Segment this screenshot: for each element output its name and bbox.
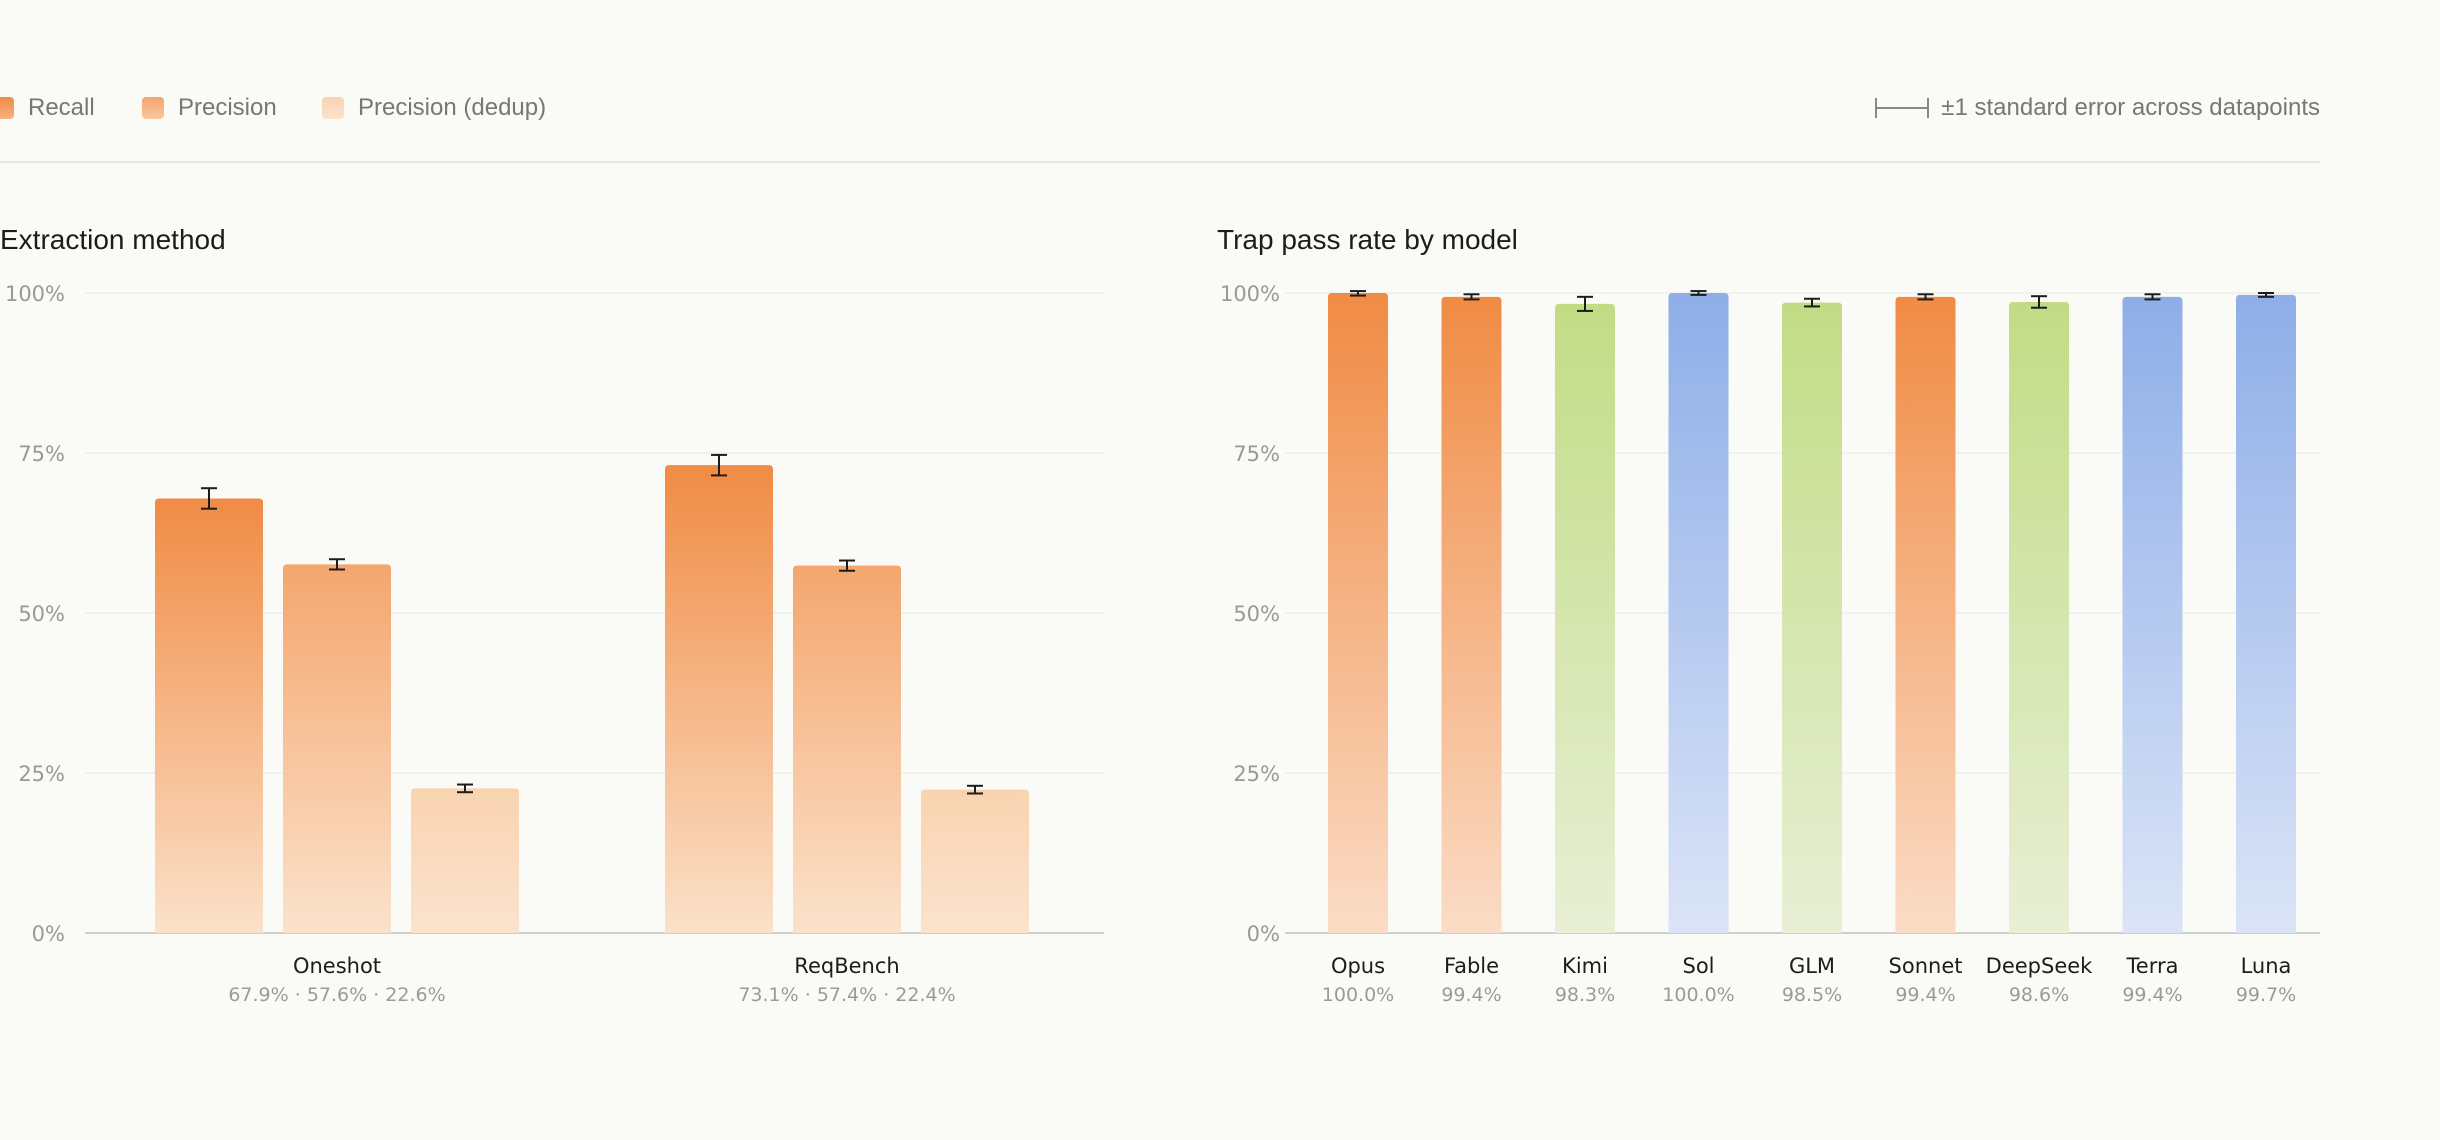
data-label: 99.4% [2122,984,2182,1006]
x-category-label: Sol [1682,954,1714,978]
data-label: 99.7% [2236,984,2296,1006]
legend: Recall Precision Precision (dedup) ±1 st… [0,88,2320,128]
error-bar-icon [1875,98,1930,118]
y-tick-label: 100% [1220,282,1280,306]
trap-pass-rate-chart: 0% 25% 50% 75% 100% Opus 100.0% Fable 99.4% Kimi 9… [1220,282,2320,1006]
data-label: 98.3% [1555,984,1615,1006]
bar-precision-dedup [921,789,1029,933]
data-label: 98.5% [1782,984,1842,1006]
data-label: 100.0% [1322,984,1394,1006]
bar-glm [1782,302,1842,934]
bar-kimi [1555,303,1615,933]
chart-title-extraction: Extraction method [0,224,226,255]
x-category-label: Luna [2241,954,2292,978]
y-tick-label: 0% [1247,922,1280,946]
bar-recall [665,465,773,933]
legend-label: Precision [178,94,277,121]
x-category-label: Kimi [1562,954,1608,978]
bar-opus [1328,293,1388,933]
y-tick-label: 75% [1233,442,1280,466]
x-category-label: Fable [1444,954,1499,978]
extraction-method-chart: 0% 25% 50% 75% 100% Oneshot 67.9% · 57.6% · 22… [5,282,1104,1006]
bar-precision [793,565,901,933]
bar-deepseek [2009,301,2069,934]
chart-title-trap: Trap pass rate by model [1217,224,1518,255]
error-note: ±1 standard error across datapoints [1941,94,2320,121]
bar-sol [1668,293,1729,933]
x-category-label: DeepSeek [1986,954,2094,978]
divider [0,161,2320,163]
legend-label: Recall [28,94,95,121]
bar-fable [1441,296,1502,934]
data-label: 67.9% · 57.6% · 22.6% [228,984,445,1006]
data-label: 99.4% [1441,984,1501,1006]
y-tick-label: 25% [18,762,65,786]
recall-swatch [0,97,14,119]
legend-item-precision-dedup: Precision (dedup) [322,88,546,128]
error-bar-legend: ±1 standard error across datapoints [1875,88,2320,128]
x-category-label: Terra [2126,954,2179,978]
bar-precision [283,564,391,933]
data-label: 99.4% [1895,984,1955,1006]
precision-dedup-swatch [322,97,344,119]
x-category-label: Opus [1331,954,1385,978]
y-tick-label: 100% [5,282,65,306]
bar-recall [155,498,263,933]
x-category-label: GLM [1789,954,1835,978]
y-tick-label: 75% [18,442,65,466]
data-label: 98.6% [2009,984,2069,1006]
precision-swatch [142,97,164,119]
y-tick-label: 50% [18,602,65,626]
y-tick-label: 0% [32,922,65,946]
legend-item-precision: Precision [142,88,277,128]
x-category-label: Sonnet [1889,954,1963,978]
y-tick-label: 50% [1233,602,1280,626]
bar-sonnet [1895,296,1956,934]
x-category-label: ReqBench [794,954,899,978]
data-label: 73.1% · 57.4% · 22.4% [738,984,955,1006]
bar-precision-dedup [411,788,519,933]
data-label: 100.0% [1662,984,1734,1006]
bar-terra [2122,296,2183,934]
bar-luna [2236,294,2296,933]
y-tick-label: 25% [1233,762,1280,786]
x-category-label: Oneshot [293,954,381,978]
legend-item-recall: Recall [0,88,95,128]
legend-label: Precision (dedup) [358,94,547,121]
